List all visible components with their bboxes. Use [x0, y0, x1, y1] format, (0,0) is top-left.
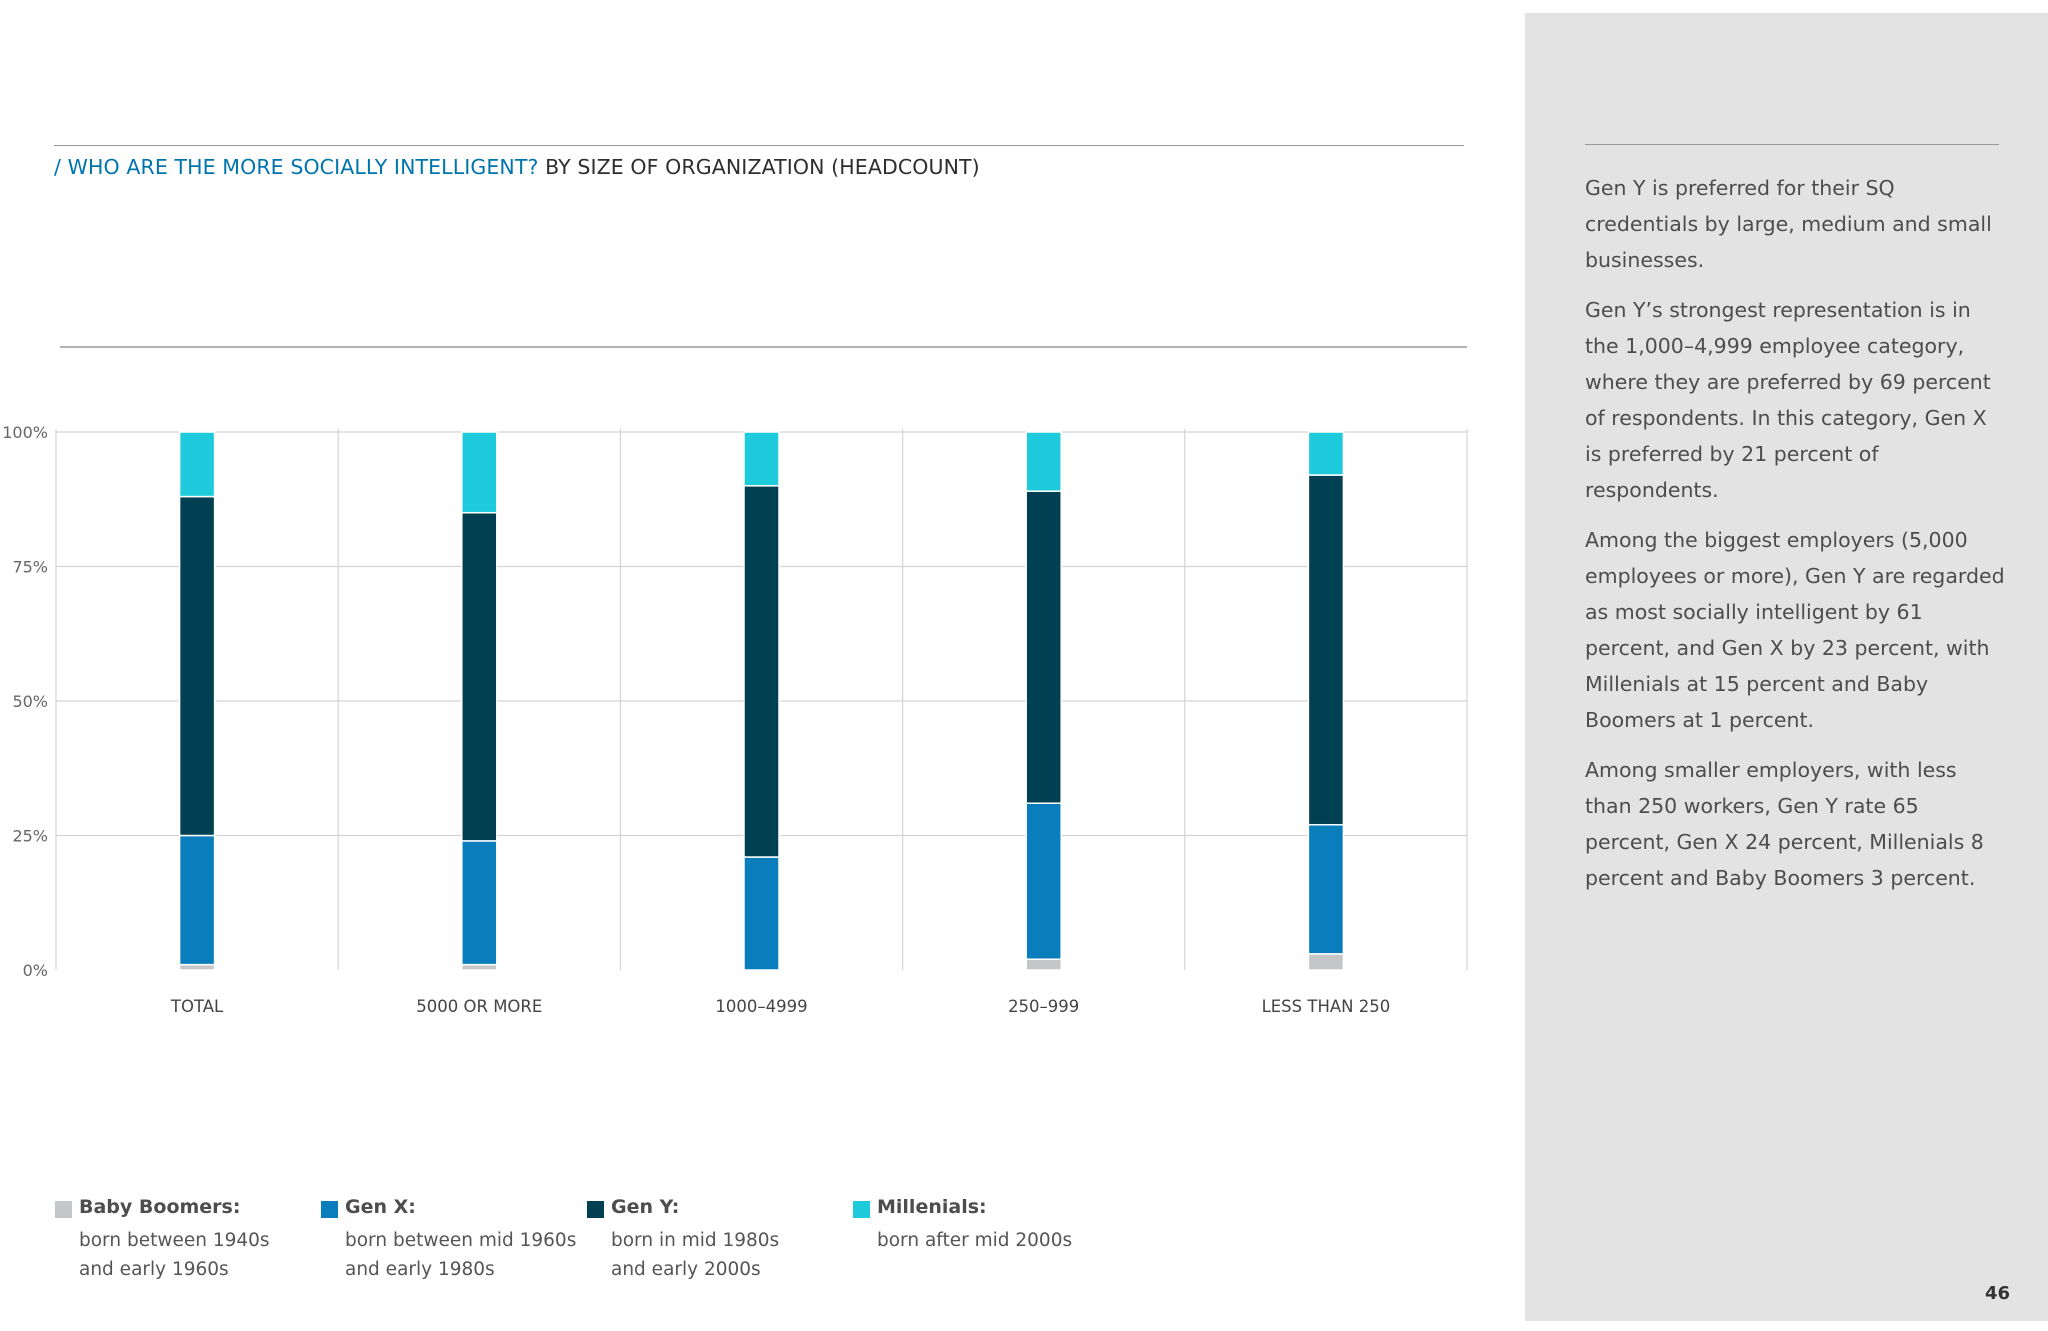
legend-swatch [853, 1201, 870, 1218]
side-paragraph: Among the biggest employers (5,000 emplo… [1585, 528, 2005, 732]
bar-segment-millenials [1307, 431, 1345, 476]
legend-name: Millenials: [877, 1196, 987, 1218]
x-tick-label: 1000–4999 [715, 997, 807, 1016]
x-tick-label: TOTAL [170, 997, 224, 1016]
bar-segment-baby-boomers [1307, 953, 1345, 971]
bar-segment-gen-x [1025, 802, 1062, 960]
bar-segment-millenials [178, 431, 216, 498]
legend-description-line: and early 1980s [345, 1259, 495, 1280]
chart-title: / WHO ARE THE MORE SOCIALLY INTELLIGENT?… [54, 155, 980, 179]
legend-description-line: born after mid 2000s [877, 1230, 1073, 1251]
bar-segment-gen-y [1025, 490, 1062, 804]
x-axis-labels: TOTAL 5000 OR MORE 1000–4999 250–999 LESS TH… [170, 997, 1390, 1016]
bar-segment-gen-x [1307, 823, 1345, 955]
x-tick-label: LESS THAN 250 [1262, 997, 1391, 1016]
chart-title-rest: BY SIZE OF ORGANIZATION (HEADCOUNT) [545, 155, 980, 179]
x-tick-label: 250–999 [1008, 997, 1079, 1016]
stacked-bar-chart: 0% 25% 50% 75% 100% TOTAL 5000 OR MORE 1000–49… [2, 346, 1468, 1016]
y-axis-ticks: 0% 25% 50% 75% 100% [2, 423, 48, 980]
legend-description-line: and early 1960s [79, 1259, 229, 1280]
side-text: Gen Y is preferred for their SQ credenti… [1585, 170, 2005, 910]
bar-segment-gen-x [461, 840, 498, 966]
bar-segment-gen-x [743, 856, 780, 971]
page-number: 46 [1984, 1283, 2010, 1304]
title-rule [54, 145, 1464, 146]
side-panel [1525, 13, 2048, 1321]
bar-segment-millenials [743, 431, 780, 487]
side-paragraph: Among smaller employers, with less than … [1585, 758, 1984, 890]
bars [178, 431, 1345, 971]
y-tick-label: 25% [12, 827, 48, 846]
bar-segment-gen-y [461, 511, 498, 842]
bar-segment-baby-boomers [461, 963, 498, 971]
y-tick-label: 0% [23, 961, 48, 980]
legend-name: Gen Y: [611, 1196, 680, 1218]
legend-name: Baby Boomers: [79, 1196, 241, 1218]
bar-segment-gen-y [178, 495, 216, 837]
legend-swatch [587, 1201, 604, 1218]
y-tick-label: 75% [12, 558, 48, 577]
legend-description-line: born between 1940s [79, 1230, 270, 1251]
bar-segment-baby-boomers [1025, 958, 1062, 971]
x-tick-label: 5000 OR MORE [416, 997, 542, 1016]
y-tick-label: 50% [12, 692, 48, 711]
legend-description-line: born in mid 1980s [611, 1230, 780, 1251]
bar-segment-gen-x [178, 834, 216, 966]
legend-name: Gen X: [345, 1196, 416, 1218]
bar-segment-gen-y [743, 485, 780, 858]
legend-description-line: and early 2000s [611, 1259, 761, 1280]
bar-segment-millenials [461, 431, 498, 514]
legend-description: born between mid 1960s and early 1980s [345, 1226, 585, 1284]
legend-description-line: born between mid 1960s [345, 1230, 577, 1251]
side-paragraph: Gen Y’s strongest representation is in t… [1585, 298, 1991, 502]
side-rule [1585, 144, 1999, 145]
y-tick-label: 100% [2, 423, 48, 442]
legend-description: born between 1940s and early 1960s [79, 1226, 319, 1284]
legend-description: born after mid 2000s [877, 1226, 1117, 1255]
bar-segment-millenials [1025, 431, 1062, 492]
legend-swatch [55, 1201, 72, 1218]
bar-segment-baby-boomers [178, 963, 216, 971]
chart-title-accent: / WHO ARE THE MORE SOCIALLY INTELLIGENT? [54, 155, 539, 179]
legend-description: born in mid 1980s and early 2000s [611, 1226, 851, 1284]
bar-segment-gen-y [1307, 474, 1345, 826]
side-paragraph: Gen Y is preferred for their SQ credenti… [1585, 176, 1992, 272]
legend-swatch [321, 1201, 338, 1218]
